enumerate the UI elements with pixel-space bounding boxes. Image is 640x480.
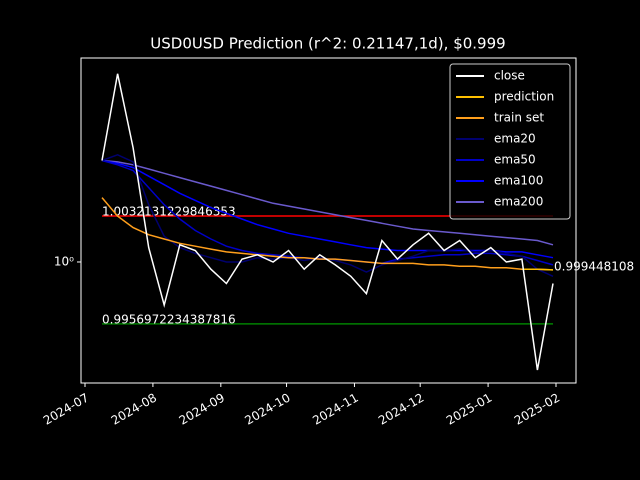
y-tick-label: 10⁰ [54,254,74,268]
end-value-label: 0.999448108 [554,259,634,273]
plot-frame [80,57,577,384]
threshold-label: 0.9956972234387816 [102,312,236,326]
series-line [521,268,554,271]
legend-label: prediction [494,90,554,104]
threshold-label: 1.0032131229846353 [102,204,236,218]
legend-label: ema100 [494,174,543,188]
series-line [101,159,554,259]
legend-label: ema20 [494,132,536,146]
series-line [101,73,554,371]
legend-label: ema50 [494,153,536,167]
legend-label: ema200 [494,195,543,209]
chart-title: USD0USD Prediction (r^2: 0.21147,1d), $0… [150,35,505,53]
series-line [101,159,554,246]
legend-label: close [494,69,525,83]
legend-label: train set [494,111,544,125]
